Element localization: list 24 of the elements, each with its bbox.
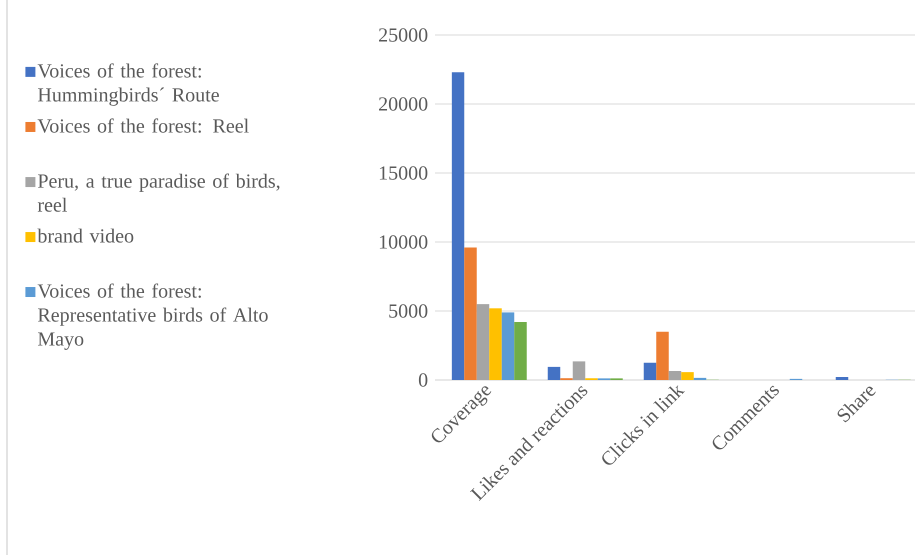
y-tick-label: 10000 bbox=[380, 235, 428, 249]
bar bbox=[489, 308, 502, 380]
bar bbox=[502, 312, 514, 380]
bar bbox=[548, 366, 560, 380]
bar bbox=[452, 72, 464, 380]
bar bbox=[464, 248, 477, 380]
bar bbox=[572, 361, 586, 380]
y-tick-label: 5000 bbox=[389, 304, 428, 318]
y-tick-label: 15000 bbox=[380, 166, 428, 180]
y-tick-label: 0 bbox=[418, 373, 428, 387]
y-tick-label: 20000 bbox=[379, 97, 428, 111]
bar bbox=[644, 362, 656, 380]
legend-label: Voices of the forest: Representative birds of Alto Mayo bbox=[38, 283, 268, 350]
legend-label: Voices of the forest: Reel bbox=[38, 118, 249, 133]
legend-label: Peru, a true paradise of birds, reel bbox=[38, 174, 280, 212]
bar bbox=[836, 376, 848, 380]
legend-label: Voices of the forest: Hummingbirds´ Route bbox=[38, 63, 219, 106]
bar bbox=[656, 332, 669, 380]
bar bbox=[514, 322, 527, 380]
y-tick-label: 25000 bbox=[379, 28, 428, 42]
bar bbox=[668, 371, 682, 380]
legend-label: brand video bbox=[37, 228, 134, 243]
bar bbox=[476, 304, 490, 380]
bar bbox=[681, 372, 694, 380]
